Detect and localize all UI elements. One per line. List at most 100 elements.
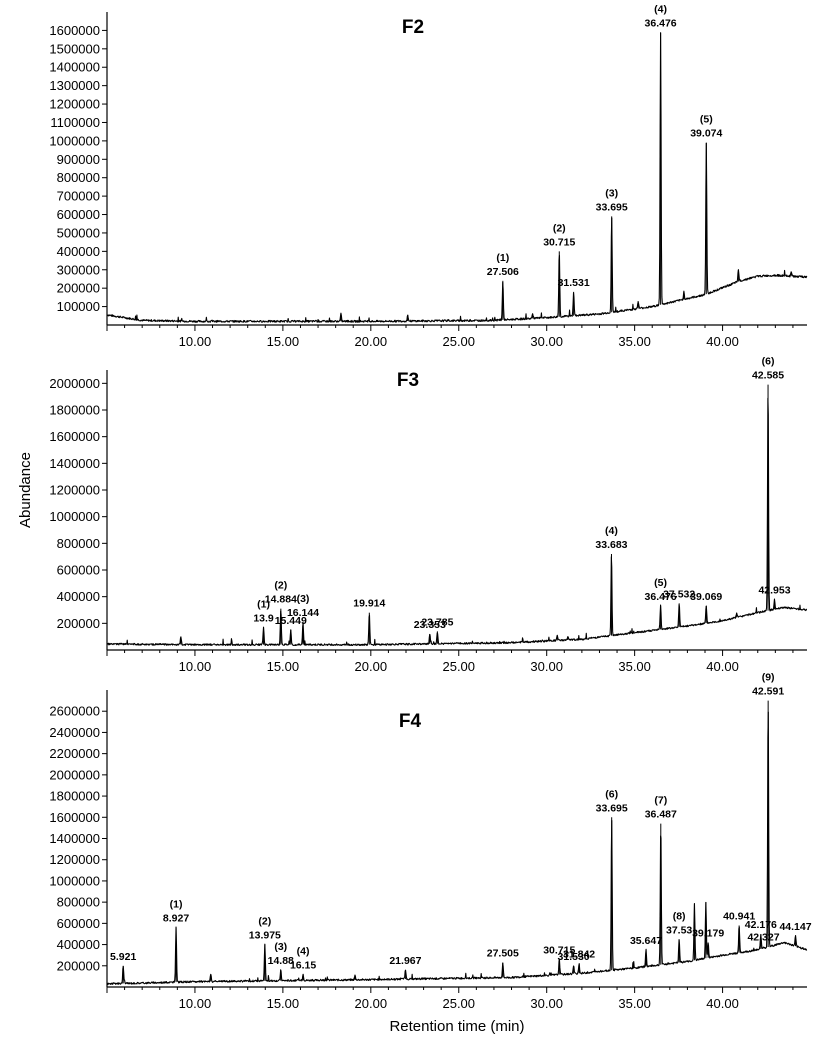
- peak-rt-label: 14.884: [265, 594, 297, 606]
- panel-f4: F4 200000 400000 600000 800000 1000000 1200000…: [49, 672, 811, 1011]
- peak-number-label: (1): [496, 252, 509, 264]
- y-tick-label: 1800000: [49, 403, 100, 418]
- peak-rt-label: 31.531: [558, 277, 590, 289]
- peak-rt-label: 33.695: [596, 201, 628, 213]
- peak-rt-label: 31.842: [563, 949, 595, 961]
- peak-rt-label: 37.532: [663, 588, 695, 600]
- peak-number-label: (3): [274, 941, 287, 953]
- peak-number-label: (9): [762, 672, 775, 684]
- peak-rt-label: 42.591: [752, 686, 784, 698]
- y-tick-label: 1400000: [49, 60, 100, 75]
- peak-rt-label: 39.179: [692, 927, 724, 939]
- x-tick-label: 15.00: [267, 996, 300, 1011]
- peak-rt-label: 35.647: [630, 935, 662, 947]
- peak-number-label: (5): [700, 114, 713, 126]
- peak-rt-label: 14.88: [268, 955, 294, 967]
- panel-title: F2: [402, 17, 424, 38]
- y-tick-label: 200000: [57, 958, 100, 973]
- peak-rt-label: 13.975: [249, 930, 281, 942]
- peak-number-label: (4): [654, 3, 667, 15]
- peak-rt-label: 42.585: [752, 370, 784, 382]
- peak-rt-label: 19.914: [353, 598, 385, 610]
- peak-number-label: (3): [605, 187, 618, 199]
- y-tick-label: 700000: [57, 189, 100, 204]
- peak-rt-label: 30.715: [543, 236, 575, 248]
- y-tick-label: 200000: [57, 616, 100, 631]
- y-tick-label: 900000: [57, 152, 100, 167]
- x-tick-label: 25.00: [442, 334, 475, 349]
- y-tick-label: 2200000: [49, 746, 100, 761]
- y-tick-label: 600000: [57, 563, 100, 578]
- peak-rt-label: 42.953: [758, 584, 790, 596]
- peak-number-label: (1): [170, 899, 183, 911]
- y-tick-label: 2000000: [49, 376, 100, 391]
- y-tick-label: 2400000: [49, 725, 100, 740]
- peak-rt-label: 39.069: [690, 591, 722, 603]
- y-tick-label: 1600000: [49, 429, 100, 444]
- peak-number-label: (2): [553, 222, 566, 234]
- y-tick-label: 1600000: [49, 810, 100, 825]
- peak-number-label: (7): [654, 795, 667, 807]
- peak-rt-label: 21.967: [389, 955, 421, 967]
- peak-rt-label: 37.53: [666, 924, 692, 936]
- x-tick-label: 35.00: [618, 334, 651, 349]
- y-tick-label: 800000: [57, 536, 100, 551]
- x-tick-label: 15.00: [267, 659, 300, 674]
- peak-rt-label: 44.147: [779, 921, 811, 933]
- peak-rt-label: 8.927: [163, 913, 189, 925]
- y-tick-label: 1400000: [49, 456, 100, 471]
- x-tick-label: 20.00: [355, 659, 388, 674]
- panel-title: F3: [397, 370, 419, 391]
- panel-f3: F3 200000 400000 600000 800000 1000000 1200000…: [49, 356, 808, 674]
- peak-rt-label: 36.476: [645, 591, 677, 603]
- chromatogram-trace: [106, 32, 808, 323]
- y-tick-label: 1300000: [49, 78, 100, 93]
- x-tick-label: 35.00: [618, 659, 651, 674]
- y-tick-label: 1600000: [49, 23, 100, 38]
- y-tick-label: 400000: [57, 937, 100, 952]
- y-tick-label: 2000000: [49, 767, 100, 782]
- x-tick-label: 20.00: [355, 334, 388, 349]
- peak-rt-label: 39.074: [690, 128, 722, 140]
- y-tick-label: 500000: [57, 225, 100, 240]
- peak-rt-label: 36.476: [645, 17, 677, 29]
- peak-rt-label: 5.921: [110, 951, 136, 963]
- y-tick-label: 600000: [57, 916, 100, 931]
- x-tick-label: 30.00: [530, 996, 563, 1011]
- y-tick-label: 400000: [57, 589, 100, 604]
- peak-rt-label: 36.487: [645, 809, 677, 821]
- peak-number-label: (6): [762, 356, 775, 368]
- y-axis-title: Abundance: [17, 452, 34, 528]
- y-tick-label: 1800000: [49, 789, 100, 804]
- peak-number-label: (3): [297, 593, 310, 605]
- y-tick-label: 1400000: [49, 831, 100, 846]
- x-tick-label: 35.00: [618, 996, 651, 1011]
- x-tick-label: 10.00: [179, 334, 212, 349]
- x-tick-label: 10.00: [179, 996, 212, 1011]
- peak-number-label: (2): [258, 916, 271, 928]
- peak-number-label: (6): [605, 788, 618, 800]
- peak-rt-label: 27.505: [487, 948, 519, 960]
- peak-rt-label: 23.785: [421, 616, 453, 628]
- peak-rt-label: 31.530: [558, 951, 590, 963]
- y-tick-label: 1200000: [49, 852, 100, 867]
- peak-number-label: (4): [297, 945, 310, 957]
- panel-title: F4: [399, 711, 422, 732]
- peak-rt-label: 42.327: [747, 932, 779, 944]
- y-tick-label: 300000: [57, 262, 100, 277]
- y-tick-label: 1500000: [49, 41, 100, 56]
- y-tick-label: 1000000: [49, 509, 100, 524]
- x-tick-label: 30.00: [530, 659, 563, 674]
- y-tick-label: 1200000: [49, 97, 100, 112]
- x-tick-label: 30.00: [530, 334, 563, 349]
- x-tick-label: 40.00: [706, 996, 739, 1011]
- peak-rt-label: 16.15: [290, 959, 316, 971]
- peak-rt-label: 30.715: [543, 944, 575, 956]
- y-tick-label: 600000: [57, 207, 100, 222]
- x-tick-label: 15.00: [267, 334, 300, 349]
- y-tick-label: 1100000: [50, 115, 100, 130]
- peak-rt-label: 13.9: [253, 612, 274, 624]
- y-tick-label: 800000: [57, 170, 100, 185]
- panel-f2: F2 100000 200000 300000 400000 500000 600000 70…: [49, 3, 808, 349]
